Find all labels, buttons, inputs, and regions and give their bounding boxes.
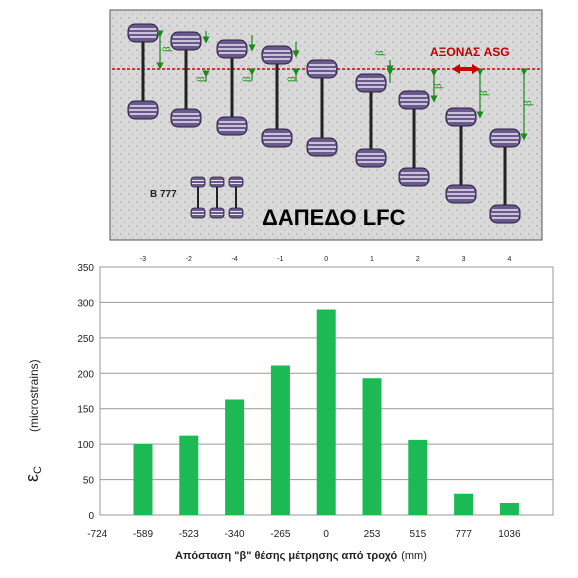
x-tick-label: 253 bbox=[364, 529, 381, 540]
x-tick-label: -265 bbox=[270, 529, 290, 540]
x-tick-labels: -724 -589 -523 -340 -265 0 253 515 777 1036 bbox=[87, 529, 521, 540]
bar bbox=[225, 399, 245, 515]
wheel-pairs bbox=[127, 23, 521, 224]
top-tick-label: 3 bbox=[462, 256, 466, 263]
top-tick-label: 1 bbox=[370, 256, 374, 263]
bar bbox=[179, 435, 199, 515]
top-tick-label: 0 bbox=[324, 256, 328, 263]
y-tick-label: 200 bbox=[77, 369, 94, 380]
svg-text:β: β bbox=[161, 46, 173, 52]
top-axis-ticks: -3 -2 -4 -1 0 1 2 3 4 bbox=[140, 256, 512, 263]
pavement-title: ΔΑΠΕΔΟ LFC bbox=[262, 205, 406, 230]
svg-text:β: β bbox=[432, 83, 444, 89]
x-tick-label: 777 bbox=[455, 529, 472, 540]
x-tick-label: 0 bbox=[323, 529, 329, 540]
svg-text:β: β bbox=[374, 50, 386, 56]
svg-text:β: β bbox=[286, 76, 298, 82]
svg-text:β: β bbox=[241, 76, 253, 82]
bar bbox=[270, 365, 290, 515]
x-axis-title: Απόσταση "β" θέσης μέτρησης από τροχό (mm… bbox=[175, 550, 427, 562]
bar bbox=[454, 493, 474, 515]
wheel-pair bbox=[170, 31, 202, 128]
x-tick-label: -523 bbox=[179, 529, 199, 540]
top-tick-label: -2 bbox=[186, 256, 192, 263]
y-tick-label: 250 bbox=[77, 334, 94, 345]
y-tick-label: 0 bbox=[88, 511, 94, 522]
gear-label: B 777 bbox=[150, 189, 177, 200]
wheel-pair bbox=[127, 23, 159, 120]
x-tick-label: 515 bbox=[409, 529, 426, 540]
y-tick-label: 100 bbox=[77, 440, 94, 451]
x-tick-label: -340 bbox=[225, 529, 245, 540]
wheel-pair bbox=[216, 39, 248, 136]
wheel-pair bbox=[261, 45, 293, 148]
b777-gear-icon bbox=[190, 176, 244, 219]
x-tick-label: -589 bbox=[133, 529, 153, 540]
pavement-diagram: β β β β β β β β ΑΞΟΝΑΣ ASG B 777 ΔΑΠΕΔΟ … bbox=[109, 9, 543, 241]
beta-labels: β β β β β β β β bbox=[161, 46, 534, 106]
bar bbox=[133, 444, 153, 515]
y-tick-label: 150 bbox=[77, 405, 94, 416]
asg-axis-label: ΑΞΟΝΑΣ ASG bbox=[430, 45, 510, 59]
wheel-pair bbox=[445, 107, 477, 204]
wheel-pair bbox=[489, 128, 521, 224]
bar bbox=[499, 502, 519, 515]
svg-text:β: β bbox=[522, 100, 534, 106]
y-tick-label: 350 bbox=[77, 263, 94, 274]
beta-dimension-arrows bbox=[156, 30, 528, 141]
y-tick-label: 300 bbox=[77, 298, 94, 309]
top-tick-label: 2 bbox=[416, 256, 420, 263]
wheel-pair bbox=[398, 90, 430, 187]
wheel-pair bbox=[306, 59, 338, 157]
y-axis-unit: (microstrains) bbox=[27, 359, 41, 432]
bars bbox=[133, 309, 519, 515]
y-tick-label: 50 bbox=[83, 476, 95, 487]
wheel-pair bbox=[355, 73, 387, 168]
x-tick-label: -724 bbox=[87, 529, 107, 540]
top-tick-label: -3 bbox=[140, 256, 146, 263]
top-tick-label: 4 bbox=[507, 256, 511, 263]
bar bbox=[362, 378, 382, 515]
top-tick-label: -4 bbox=[231, 256, 237, 263]
bar bbox=[408, 439, 428, 515]
svg-text:β: β bbox=[478, 90, 490, 96]
svg-text:β: β bbox=[195, 76, 207, 82]
top-tick-label: -1 bbox=[277, 256, 283, 263]
y-tick-labels: 0 50 100 150 200 250 300 350 bbox=[77, 263, 94, 522]
x-tick-label: 1036 bbox=[498, 529, 521, 540]
y-axis-symbol: εC bbox=[22, 466, 44, 482]
bar bbox=[316, 309, 336, 515]
asg-axis-arrow bbox=[452, 64, 480, 74]
